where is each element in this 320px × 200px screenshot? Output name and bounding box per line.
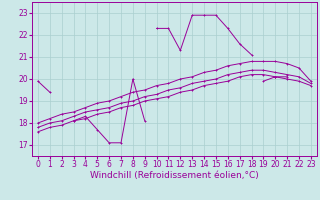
X-axis label: Windchill (Refroidissement éolien,°C): Windchill (Refroidissement éolien,°C): [90, 171, 259, 180]
